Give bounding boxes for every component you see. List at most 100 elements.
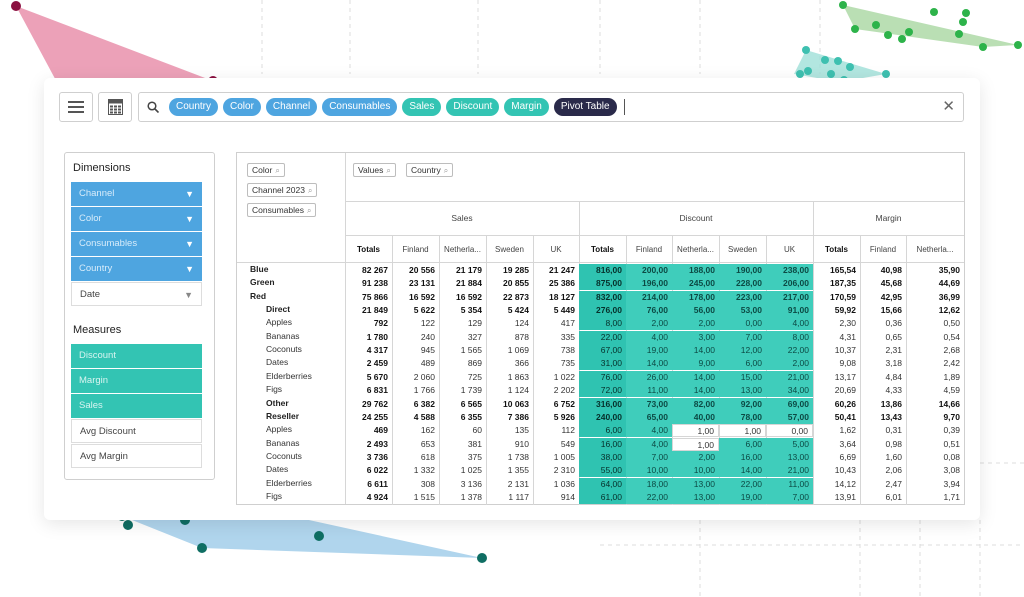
table-cell: 13,86 — [880, 398, 902, 409]
row-label[interactable]: Direct — [266, 304, 291, 315]
dimension-label: Color — [79, 213, 102, 224]
row-field-tag[interactable]: Color ⌕ — [247, 163, 285, 177]
query-pill-discount[interactable]: Discount — [446, 98, 500, 116]
measure-label: Avg Margin — [80, 451, 128, 462]
table-cell: 53,00 — [719, 304, 766, 318]
filter-icon[interactable]: ▼ — [185, 239, 194, 249]
table-cell: 23 131 — [409, 278, 435, 289]
row-label[interactable]: Figs — [266, 490, 283, 501]
column-field-tag[interactable]: Values ⌕ — [353, 163, 396, 177]
table-cell: 792 — [373, 318, 388, 329]
column-header[interactable]: Finland — [635, 245, 663, 254]
row-field-tag[interactable]: Consumables ⌕ — [247, 203, 317, 217]
dimension-item-consumables[interactable]: Consumables ▼ — [71, 232, 202, 256]
column-header[interactable]: Totals — [591, 245, 614, 254]
table-cell: 13,00 — [672, 477, 719, 491]
table-cell: 13,00 — [672, 490, 719, 504]
table-cell: 1 036 — [553, 478, 575, 489]
dimension-item-channel[interactable]: Channel ▼ — [71, 182, 202, 206]
row-label[interactable]: Apples — [266, 317, 292, 328]
table-cell: 0,08 — [943, 451, 960, 462]
row-label[interactable]: Elderberries — [266, 477, 312, 488]
measure-item-sales[interactable]: Sales — [71, 394, 202, 418]
column-header[interactable]: UK — [783, 245, 796, 254]
table-cell: 214,00 — [626, 290, 672, 304]
table-cell: 2 060 — [413, 371, 435, 382]
row-label[interactable]: Apples — [266, 424, 292, 435]
table-cell: 21 884 — [456, 278, 482, 289]
table-cell: 6,00 — [719, 437, 766, 451]
table-cell: 61,00 — [579, 490, 626, 504]
column-header[interactable]: Sweden — [495, 245, 524, 254]
table-cell: 10 063 — [503, 398, 529, 409]
table-cell: 22,00 — [579, 330, 626, 344]
row-label[interactable]: Figs — [266, 384, 283, 395]
column-header[interactable]: Totals — [357, 245, 380, 254]
row-label[interactable]: Green — [250, 277, 275, 288]
row-label[interactable]: Coconuts — [266, 450, 302, 461]
query-pill-country[interactable]: Country — [169, 98, 219, 116]
query-pill-pivot-table[interactable]: Pivot Table — [553, 98, 617, 116]
row-field-tag[interactable]: Channel 2023 ⌕ — [247, 183, 318, 197]
row-label[interactable]: Other — [266, 397, 289, 408]
table-cell: 59,92 — [834, 305, 856, 316]
row-label[interactable]: Reseller — [266, 410, 300, 421]
dimension-item-color[interactable]: Color ▼ — [71, 207, 202, 231]
measure-item-avg-discount[interactable]: Avg Discount — [71, 419, 202, 443]
search-bar[interactable]: Country Color Channel Consumables Sales Disco… — [138, 92, 964, 122]
row-label[interactable]: Bananas — [266, 437, 300, 448]
table-cell: 22,00 — [766, 344, 813, 358]
header-divider — [345, 201, 964, 202]
table-cell: 21 179 — [456, 265, 482, 275]
query-pill-channel[interactable]: Channel — [265, 98, 318, 116]
column-header[interactable]: Totals — [825, 245, 848, 254]
table-cell: 22 873 — [503, 291, 529, 302]
column-header[interactable]: Netherla... — [916, 245, 954, 254]
column-group-header: Discount — [679, 213, 713, 223]
column-header[interactable]: Finland — [402, 245, 429, 254]
query-pills: Country Color Channel Consumables Sales Disco… — [169, 98, 622, 116]
table-cell: 6,00 — [579, 424, 626, 438]
row-label[interactable]: Elderberries — [266, 370, 312, 381]
table-cell: 16 592 — [409, 291, 435, 302]
column-field-label: Values — [358, 165, 384, 175]
query-pill-color[interactable]: Color — [223, 98, 261, 116]
measure-item-discount[interactable]: Discount — [71, 344, 202, 368]
filter-icon[interactable]: ▼ — [184, 290, 193, 300]
close-icon[interactable]: ✕ — [942, 98, 955, 115]
menu-button[interactable] — [59, 92, 93, 122]
filter-icon[interactable]: ▼ — [185, 264, 194, 274]
search-icon: ⌕ — [307, 186, 313, 195]
row-label[interactable]: Blue — [250, 264, 269, 274]
column-field-tag[interactable]: Country ⌕ — [406, 163, 454, 177]
table-cell: 20 556 — [409, 265, 435, 275]
dimension-item-country[interactable]: Country ▼ — [71, 257, 202, 281]
filter-icon[interactable]: ▼ — [185, 214, 194, 224]
column-header[interactable]: Sweden — [728, 245, 757, 254]
column-group-header: Margin — [875, 213, 902, 223]
column-header[interactable]: Netherla... — [444, 245, 481, 254]
row-label[interactable]: Coconuts — [266, 344, 302, 355]
table-cell: 4,00 — [626, 424, 672, 438]
row-label[interactable]: Red — [250, 290, 267, 301]
row-label[interactable]: Dates — [266, 357, 289, 368]
column-header[interactable]: Netherla... — [677, 245, 714, 254]
query-pill-margin[interactable]: Margin — [504, 98, 549, 116]
table-cell: 1 738 — [507, 451, 529, 462]
row-label[interactable]: Dates — [266, 464, 289, 475]
table-cell: 832,00 — [579, 290, 626, 304]
table-cell: 178,00 — [672, 290, 719, 304]
measure-item-avg-margin[interactable]: Avg Margin — [71, 444, 202, 468]
table-cell: 13,91 — [834, 491, 856, 502]
measure-item-margin[interactable]: Margin — [71, 369, 202, 393]
calculator-button[interactable] — [98, 92, 132, 122]
filter-icon[interactable]: ▼ — [185, 189, 194, 199]
row-label[interactable]: Bananas — [266, 330, 300, 341]
table-cell: 1 780 — [366, 331, 388, 342]
column-header[interactable]: UK — [550, 245, 562, 254]
query-pill-consumables[interactable]: Consumables — [322, 98, 398, 116]
column-header[interactable]: Finland — [869, 245, 897, 254]
table-cell: 0,39 — [943, 425, 960, 436]
query-pill-sales[interactable]: Sales — [402, 98, 442, 116]
dimension-item-date[interactable]: Date ▼ — [71, 282, 202, 306]
